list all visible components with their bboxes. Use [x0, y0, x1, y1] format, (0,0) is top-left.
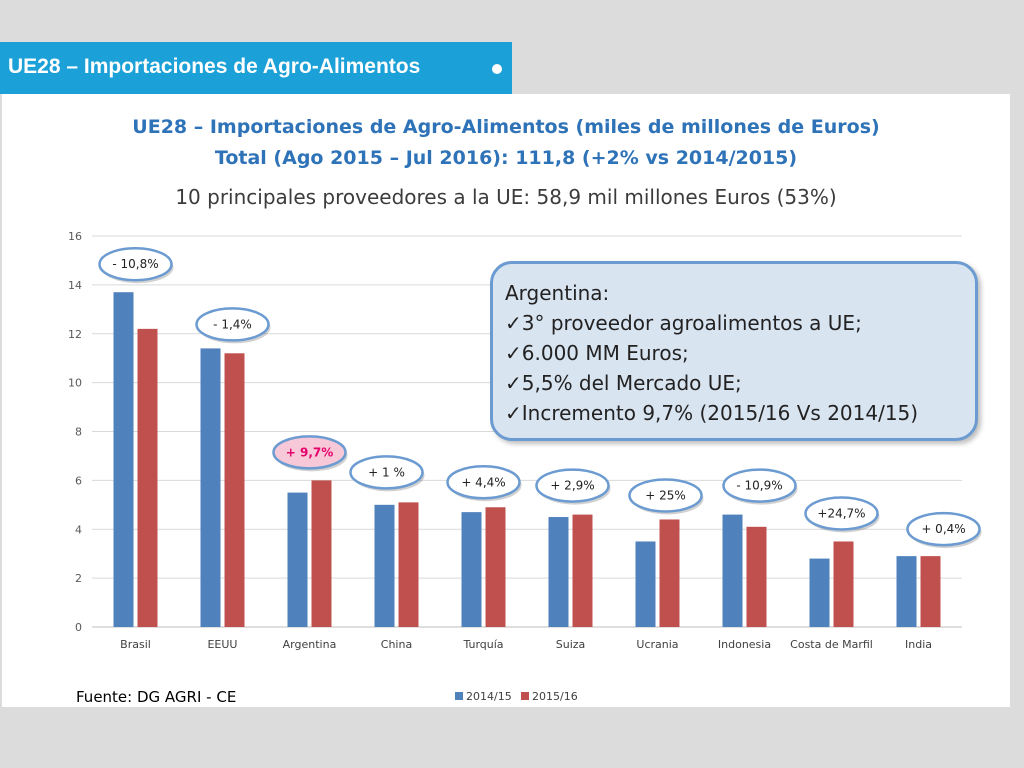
- x-tick-label: India: [905, 638, 932, 651]
- callout-item: ✓3° proveedor agroalimentos a UE;: [505, 311, 862, 335]
- callout-heading: Argentina:: [505, 281, 610, 305]
- bar-2015-16: [311, 480, 332, 627]
- header-dot-icon: [492, 64, 502, 74]
- legend-label: 2014/15: [466, 690, 512, 703]
- chart-title: UE28 – Importaciones de Agro-Alimentos (…: [132, 116, 880, 138]
- annotation-label: - 10,9%: [736, 479, 782, 493]
- annotation-bubble: [804, 496, 879, 531]
- x-tick-label: Costa de Marfil: [790, 638, 873, 651]
- x-tick-label: Turquía: [462, 638, 503, 651]
- annotation-bubble: [98, 246, 173, 282]
- callout-item-text: Incremento 9,7% (2015/16 Vs 2014/15): [521, 401, 919, 425]
- bar-2014-15: [722, 514, 743, 627]
- bar-2014-15: [896, 556, 917, 627]
- annotation-bubble: [349, 455, 424, 490]
- bar-2014-15: [287, 492, 308, 627]
- chart-total: Total (Ago 2015 – Jul 2016): 111,8 (+2% …: [214, 147, 798, 169]
- bar-2014-15: [635, 541, 656, 627]
- annotation-bubble: [906, 511, 981, 547]
- bar-2014-15: [113, 292, 134, 627]
- bar-2014-15: [374, 504, 395, 627]
- y-tick-label: 0: [75, 621, 82, 634]
- annotation-bubble: [722, 468, 797, 503]
- callout-item: ✓Incremento 9,7% (2015/16 Vs 2014/15): [505, 401, 919, 425]
- callout-item-text: 5,5% del Mercado UE;: [521, 371, 742, 395]
- bar-2015-16: [224, 353, 245, 627]
- x-tick-label: Brasil: [120, 638, 151, 651]
- annotation-label: - 10,8%: [112, 257, 158, 271]
- bar-2014-15: [809, 558, 830, 627]
- y-tick-label: 8: [75, 426, 82, 439]
- annotation-label: - 1,4%: [213, 317, 252, 331]
- y-tick-label: 12: [68, 328, 82, 341]
- bar-2014-15: [200, 348, 221, 627]
- argentina-callout: Argentina: ✓3° proveedor agroalimentos a…: [490, 261, 978, 441]
- annotation-label: + 25%: [645, 488, 686, 502]
- annotation-label: + 9,7%: [286, 445, 334, 459]
- legend-label: 2015/16: [532, 690, 578, 703]
- legend-swatch: [521, 692, 529, 700]
- bar-2015-16: [833, 541, 854, 627]
- callout-item-text: 6.000 MM Euros;: [521, 341, 689, 365]
- bar-2015-16: [485, 507, 506, 627]
- bar-2015-16: [572, 514, 593, 627]
- chart-subtitle: 10 principales proveedores a la UE: 58,9…: [175, 185, 837, 209]
- y-tick-label: 4: [75, 523, 82, 536]
- bar-2015-16: [398, 502, 419, 627]
- bar-2014-15: [548, 517, 569, 627]
- y-tick-label: 14: [68, 279, 82, 292]
- callout-item: ✓6.000 MM Euros;: [505, 341, 689, 365]
- annotation-label: + 0,4%: [921, 522, 965, 536]
- y-tick-label: 16: [68, 230, 82, 243]
- bar-2015-16: [137, 328, 158, 627]
- x-tick-label: Ucrania: [636, 638, 678, 651]
- x-tick-label: EEUU: [207, 638, 237, 651]
- bar-2015-16: [659, 519, 680, 627]
- annotation-label: + 4,4%: [461, 475, 505, 489]
- y-tick-label: 6: [75, 474, 82, 487]
- source-note: Fuente: DG AGRI - CE: [76, 688, 237, 706]
- callout-item-text: 3° proveedor agroalimentos a UE;: [521, 311, 862, 335]
- annotation-bubble: [628, 478, 703, 513]
- annotation-bubble: [446, 465, 521, 500]
- legend-swatch: [455, 692, 463, 700]
- bar-2014-15: [461, 512, 482, 627]
- header-title: UE28 – Importaciones de Agro-Alimentos: [8, 55, 421, 78]
- annotation-label: + 2,9%: [550, 479, 594, 493]
- annotation-bubble: [272, 435, 347, 470]
- annotation-label: +24,7%: [817, 506, 865, 520]
- x-tick-label: Indonesia: [718, 638, 771, 651]
- annotation-bubble: [195, 307, 270, 342]
- x-tick-label: Argentina: [283, 638, 337, 651]
- x-tick-label: China: [381, 638, 412, 651]
- y-tick-label: 10: [68, 377, 82, 390]
- annotation-bubble: [535, 468, 610, 503]
- annotation-label: + 1 %: [368, 465, 405, 479]
- x-tick-label: Suiza: [556, 638, 586, 651]
- header-bar: [0, 42, 512, 94]
- bar-2015-16: [920, 556, 941, 627]
- callout-item: ✓5,5% del Mercado UE;: [505, 371, 742, 395]
- bar-2015-16: [746, 526, 767, 627]
- y-tick-label: 2: [75, 572, 82, 585]
